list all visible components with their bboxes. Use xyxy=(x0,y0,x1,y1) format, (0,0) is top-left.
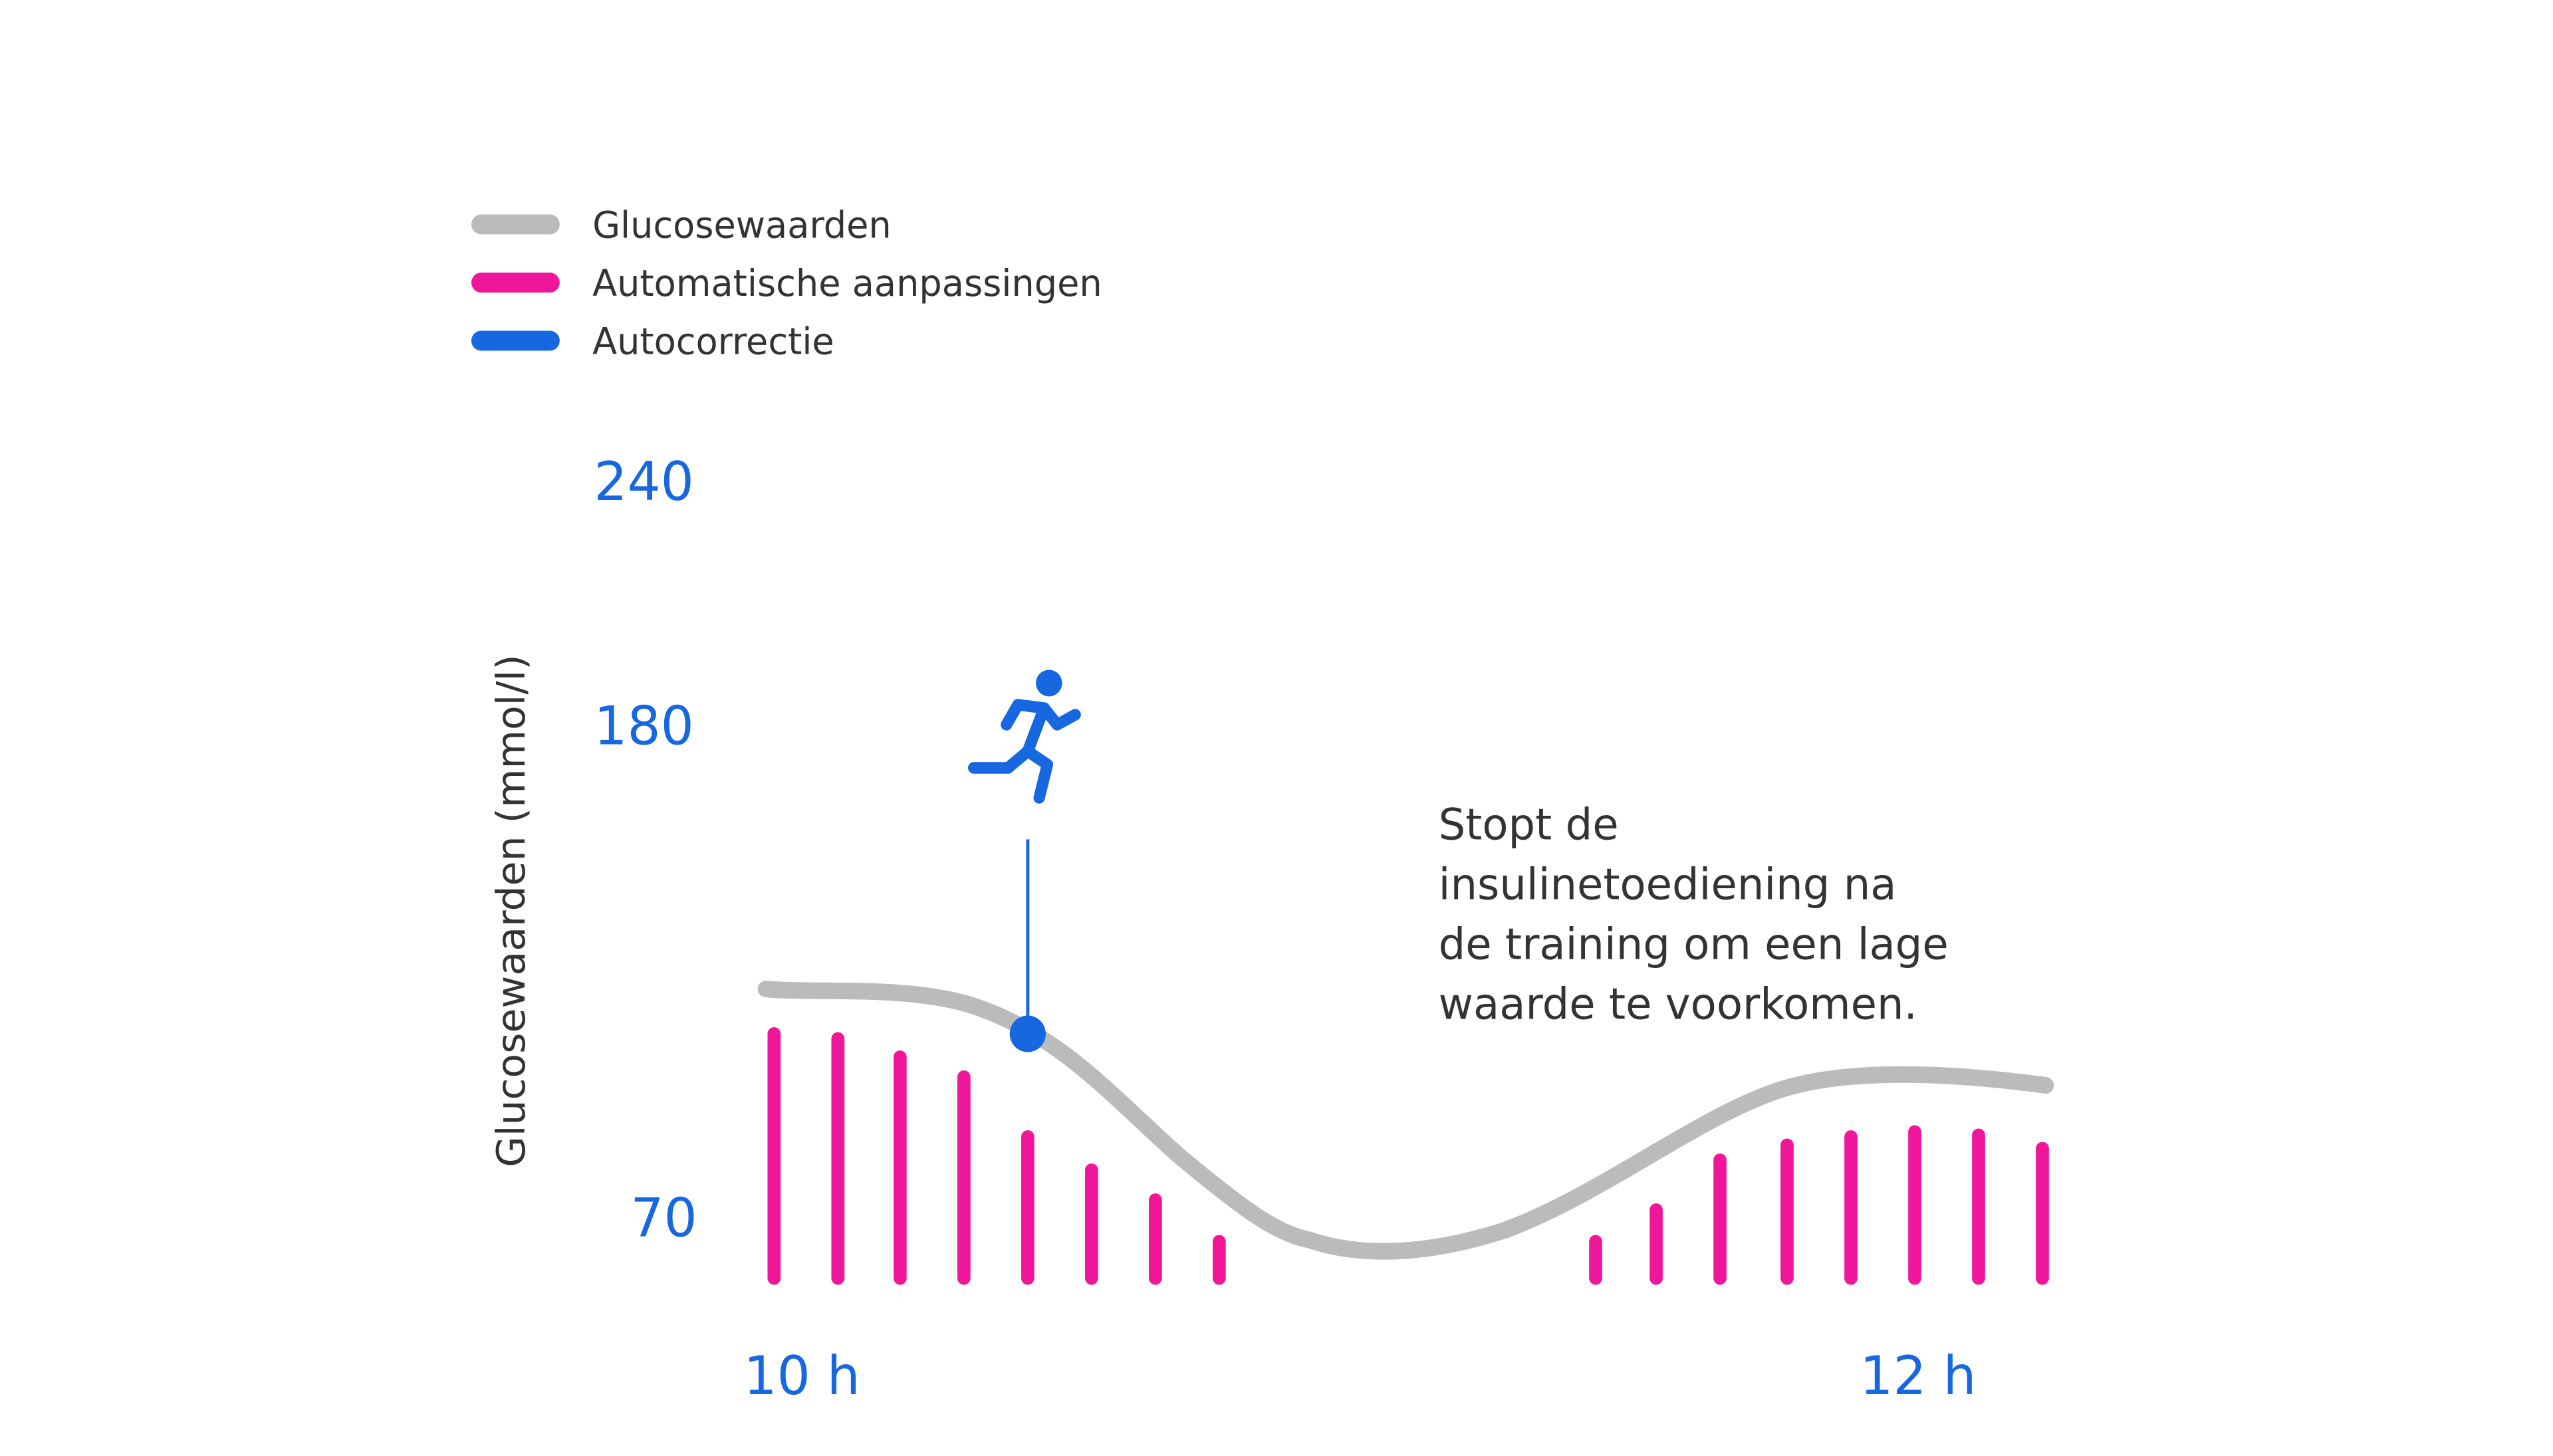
annotation-line: de training om een lage xyxy=(1439,919,1949,970)
y-tick-label: 70 xyxy=(630,1187,697,1249)
y-tick-label: 240 xyxy=(594,451,693,513)
y-axis-title: Glucosewaarden (mmol/l) xyxy=(489,654,534,1167)
annotation-line: Stopt de xyxy=(1439,800,1619,850)
adjustment-bars xyxy=(767,1027,2049,1285)
legend-label: Automatische aanpassingen xyxy=(592,262,1102,305)
y-tick-label: 180 xyxy=(594,695,693,757)
glucose-curve xyxy=(757,981,2054,1260)
legend-label: Autocorrectie xyxy=(592,320,834,363)
annotation-line: waarde te voorkomen. xyxy=(1439,979,1917,1030)
legend: Glucosewaarden Automatische aanpassingen… xyxy=(471,203,1102,363)
autocorrection-dot xyxy=(1009,1015,1046,1052)
annotation-line: insulinetoediening na xyxy=(1439,860,1897,910)
x-tick-label: 12 h xyxy=(1860,1345,1976,1407)
legend-label: Glucosewaarden xyxy=(592,203,892,247)
runner-icon xyxy=(968,669,1081,804)
x-tick-label: 10 h xyxy=(744,1345,860,1407)
